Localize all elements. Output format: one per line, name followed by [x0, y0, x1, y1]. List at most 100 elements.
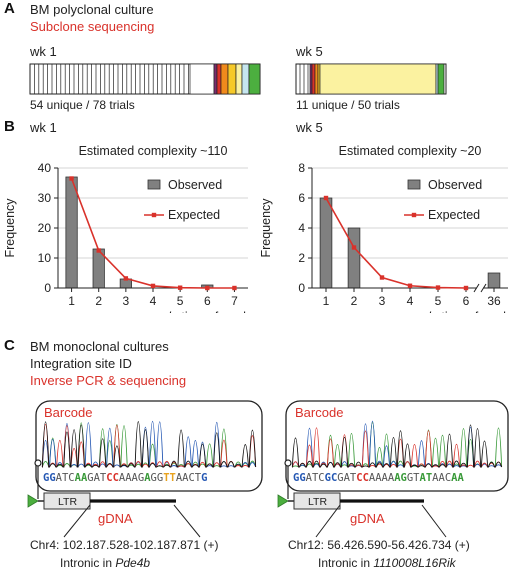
x-tick-label: 5 [177, 294, 184, 308]
right-intronic-prefix: Intronic in [318, 556, 373, 570]
y-tick-label: 20 [38, 221, 52, 235]
wk5-clone-bar [295, 63, 447, 95]
y-axis-label: Frequency [3, 198, 17, 258]
chromatogram-trace [291, 420, 503, 468]
wk1-clone-segment [235, 63, 243, 95]
chart-title: Estimated complexity ~20 [339, 144, 482, 158]
left-intronic: Intronic in Pde4b [60, 556, 150, 570]
panel-b-wk5-label: wk 5 [296, 120, 323, 135]
wk5-caption: 11 unique / 50 trials [296, 98, 400, 112]
x-tick-label: 36 [487, 294, 501, 308]
right-gdna-label: gDNA [350, 511, 385, 526]
x-tick-label: 2 [95, 294, 102, 308]
x-tick-label: 2 [351, 294, 358, 308]
x-tick-label: 3 [123, 294, 130, 308]
sequence-segment: AG [394, 472, 407, 484]
integration-diagram: GGATCAAGATCCAAAGAGGTTAACTG Barcode LTR g… [27, 400, 509, 570]
right-pin-head [284, 459, 292, 467]
expected-point [150, 283, 156, 289]
wk1-clone-segment [241, 63, 250, 95]
expected-point [123, 276, 129, 281]
y-tick-label: 10 [38, 251, 52, 265]
sequence-segment: GG [151, 472, 164, 484]
chromatogram-trace [291, 427, 503, 468]
left-coordinates: Chr4: 102.187.528-102.187.871 (+) [30, 538, 218, 552]
x-axis-label: k, times found [168, 310, 246, 313]
panel-a-letter: A [4, 0, 15, 17]
sequence-segment: GC [325, 472, 338, 484]
sequence-segment: GG [43, 472, 56, 484]
legend-expected-marker [411, 212, 417, 218]
chart-wk1: Estimated complexity ~110 0 10 20 30 40 Freque… [3, 144, 248, 313]
left-chromatogram [41, 420, 257, 468]
wk1-clone-segment [248, 63, 261, 95]
wk1-clone-bar [29, 63, 261, 95]
right-chromatogram-frame [285, 400, 509, 492]
legend-expected-label: Expected [168, 208, 220, 222]
x-axis-label-rest: , times found [174, 310, 246, 313]
y-tick-label: 2 [298, 251, 305, 265]
right-gene-name: 1110008L16Rik [373, 556, 456, 570]
sequence-segment: AA [75, 472, 88, 484]
chromatogram-trace [292, 422, 503, 468]
left-intronic-prefix: Intronic in [60, 556, 115, 570]
sequence-segment: GG [293, 472, 306, 484]
expected-point [323, 195, 329, 201]
panel-c-letter: C [4, 337, 15, 354]
legend-expected-marker [151, 212, 157, 218]
legend-observed-label: Observed [428, 178, 482, 192]
sequence-segment: CC [356, 472, 369, 484]
sequence-segment: A [144, 472, 151, 484]
legend-observed-swatch [147, 179, 161, 190]
sequence-segment: GAT [337, 472, 357, 484]
left-barcode-sequence: GGATCAAGATCCAAAGAGGTTAACTG [43, 472, 207, 484]
sequence-segment: CC [106, 472, 119, 484]
right-coordinates: Chr12: 56.426.590-56.426.734 (+) [288, 538, 470, 552]
sequence-segment: GT [407, 472, 420, 484]
expected-point [351, 245, 357, 250]
y-tick-label: 30 [38, 191, 52, 205]
left-barcode-label: Barcode [44, 405, 92, 420]
x-axis-label-k: k [428, 310, 435, 313]
wk5-clone-segment [311, 63, 316, 95]
chromatogram-trace [41, 421, 257, 468]
left-promoter-arrow-icon [27, 494, 39, 508]
left-gdna-label: gDNA [98, 511, 133, 526]
sequence-segment: ATC [56, 472, 75, 484]
x-tick-label: 6 [204, 294, 211, 308]
right-chromatogram [291, 420, 503, 468]
x-tick-label: 7 [231, 294, 238, 308]
y-tick-label: 4 [298, 221, 305, 235]
legend-observed-swatch [407, 179, 421, 190]
observed-bar [347, 227, 361, 289]
sequence-segment: TT [163, 472, 176, 484]
x-tick-label: 1 [68, 294, 75, 308]
x-tick-label: 5 [435, 294, 442, 308]
chromatogram-trace [41, 420, 257, 468]
expected-point [463, 285, 469, 291]
left-pin-head [34, 459, 42, 467]
x-tick-label: 4 [150, 294, 157, 308]
axis-break-mark [473, 283, 480, 293]
wk1-clone-segment [189, 63, 215, 95]
sequence-segment: GAT [87, 472, 107, 484]
sequence-segment: G [201, 472, 207, 484]
clone-bars [29, 63, 447, 95]
chart-wk5: Estimated complexity ~20 0 2 4 6 8 Frequency 1 2… [259, 144, 508, 313]
right-barcode-sequence: GGATCGCGATCCAAAAAGGTATAACAA [293, 472, 464, 484]
y-tick-label: 8 [298, 161, 305, 175]
y-tick-label: 6 [298, 191, 305, 205]
legend-expected-label: Expected [428, 208, 480, 222]
chart-title: Estimated complexity ~110 [79, 144, 228, 158]
right-barcode-label: Barcode [295, 405, 343, 420]
sequence-segment: AA [451, 472, 464, 484]
x-axis-label-k: k [168, 310, 175, 313]
observed-bar [65, 176, 78, 289]
wk5-clone-segment [437, 63, 445, 95]
panel-c-line3: Inverse PCR & sequencing [30, 373, 187, 388]
expected-line [325, 197, 467, 289]
wk5-label: wk 5 [296, 44, 323, 59]
sequence-segment: AT [420, 472, 433, 484]
panel-a-subtitle: Subclone sequencing [30, 19, 155, 34]
observed-bar [319, 197, 333, 289]
